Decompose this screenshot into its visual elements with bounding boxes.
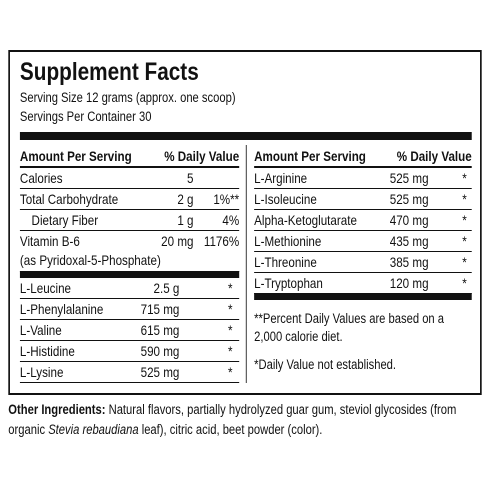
italic-text: Stevia rebaudiana (48, 422, 139, 437)
amount: 385 mg (389, 254, 429, 270)
nutrient-row: L-Arginine 525 mg * (254, 168, 472, 189)
text: Natural flavors, partially hydrolyzed gu… (8, 402, 457, 437)
facts-box: Supplement Facts Serving Size 12 grams (… (8, 50, 482, 395)
daily-value: * (462, 191, 467, 207)
left-column: Amount Per Serving % Daily Value Calories 5… (19, 145, 247, 383)
nutrient-name: Dietary Fiber (31, 212, 99, 228)
nutrient-name: Vitamin B-6 (19, 233, 80, 249)
amount: 525 mg (140, 364, 180, 380)
column-header: Amount Per Serving (19, 148, 132, 164)
amount: 2 g (177, 191, 194, 207)
nutrient-name: Alpha-Ketoglutarate (254, 212, 357, 228)
column-header: % Daily Value (396, 148, 472, 164)
text: leaf), citric acid, beet powder (color). (138, 422, 323, 437)
nutrient-name: Calories (19, 170, 63, 186)
daily-value: * (462, 170, 467, 186)
nutrient-name: L-Valine (19, 322, 62, 338)
divider-bar (19, 271, 240, 278)
nutrient-row: Alpha-Ketoglutarate 470 mg * (254, 210, 472, 231)
header-row: Amount Per Serving % Daily Value (254, 145, 472, 168)
daily-value: 1%** (213, 191, 240, 207)
nutrient-name: L-Lysine (19, 364, 64, 380)
footnote: **Percent Daily Values are based on a 2,… (254, 311, 445, 344)
nutrient-row: L-Tryptophan 120 mg * (254, 273, 472, 294)
title: Supplement Facts (19, 58, 199, 86)
amount: 120 mg (389, 275, 429, 291)
header-row: Amount Per Serving % Daily Value (19, 145, 240, 168)
daily-value: * (228, 322, 233, 338)
columns: Amount Per Serving % Daily Value Calories 5… (19, 145, 472, 383)
amount: 20 mg (161, 233, 194, 249)
nutrient-name: L-Histidine (19, 343, 75, 359)
column-header: % Daily Value (164, 148, 240, 164)
nutrient-row: Vitamin B-6 20 mg 1176% (as Pyridoxal-5-Pho… (19, 231, 240, 272)
nutrient-name: L-Methionine (254, 233, 322, 249)
amount: 590 mg (140, 343, 180, 359)
serving-size: Serving Size 12 grams (approx. one scoop… (19, 90, 236, 105)
nutrient-name: L-Threonine (254, 254, 317, 270)
amount: 525 mg (389, 170, 429, 186)
nutrient-row: L-Phenylalanine 715 mg * (19, 299, 240, 320)
amount: 470 mg (389, 212, 429, 228)
divider-bar (254, 293, 472, 300)
nutrient-row: Calories 5 (19, 168, 240, 189)
nutrient-name: Total Carbohydrate (19, 191, 119, 207)
daily-value: * (462, 275, 467, 291)
nutrient-row: L-Methionine 435 mg * (254, 231, 472, 252)
nutrient-name: L-Arginine (254, 170, 308, 186)
daily-value: * (228, 301, 233, 317)
daily-value: * (462, 254, 467, 270)
daily-value: 1176% (203, 233, 240, 249)
nutrient-name: L-Leucine (19, 280, 72, 296)
footnote: *Daily Value not established. (254, 357, 397, 372)
nutrient-row: Total Carbohydrate 2 g 1%** (19, 189, 240, 210)
daily-value: * (228, 364, 233, 380)
amount: 615 mg (140, 322, 180, 338)
label: Other Ingredients: (8, 402, 106, 417)
column-header: Amount Per Serving (254, 148, 366, 164)
nutrient-note: (as Pyridoxal-5-Phosphate) (19, 252, 161, 268)
nutrient-row: L-Lysine 525 mg * (19, 362, 240, 383)
daily-value: * (462, 233, 467, 249)
amount: 5 (187, 170, 194, 186)
servings-per-container: Servings Per Container 30 (19, 109, 152, 124)
nutrient-name: L-Phenylalanine (19, 301, 104, 317)
amount: 715 mg (140, 301, 180, 317)
nutrient-row: Dietary Fiber 1 g 4% (19, 210, 240, 231)
other-ingredients: Other Ingredients: Natural flavors, part… (8, 400, 481, 440)
nutrient-row: L-Threonine 385 mg * (254, 252, 472, 273)
divider-bar (19, 132, 472, 140)
nutrient-name: L-Isoleucine (254, 191, 317, 207)
daily-value: 4% (222, 212, 240, 228)
nutrient-row: L-Histidine 590 mg * (19, 341, 240, 362)
daily-value: * (228, 280, 233, 296)
nutrient-name: L-Tryptophan (254, 275, 323, 291)
right-column: Amount Per Serving % Daily Value L-Arginin… (247, 145, 472, 383)
daily-value: * (462, 212, 467, 228)
nutrient-row: L-Isoleucine 525 mg * (254, 189, 472, 210)
amount: 1 g (177, 212, 194, 228)
nutrient-row: L-Valine 615 mg * (19, 320, 240, 341)
amount: 435 mg (389, 233, 429, 249)
daily-value: * (228, 343, 233, 359)
nutrient-row: L-Leucine 2.5 g * (19, 278, 240, 299)
amount: 2.5 g (153, 280, 180, 296)
amount: 525 mg (389, 191, 429, 207)
